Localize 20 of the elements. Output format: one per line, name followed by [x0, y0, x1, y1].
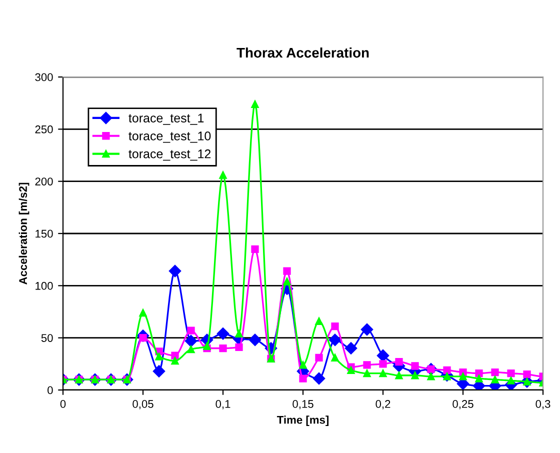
- x-tick-label: 0,15: [292, 400, 314, 410]
- x-tick-label: 0,3: [536, 400, 550, 410]
- chart-title: Thorax Acceleration: [236, 47, 369, 58]
- y-tick-label: 0: [48, 386, 53, 394]
- x-tick-label: 0: [60, 400, 66, 408]
- y-tick-label: 300: [35, 73, 53, 82]
- y-tick-label: 100: [36, 282, 53, 290]
- legend-label: torace_test_1: [128, 114, 204, 125]
- legend-label: torace_test_12: [128, 149, 211, 161]
- x-tick-label: 0,1: [216, 400, 230, 410]
- x-tick-label: 0,25: [452, 400, 474, 410]
- x-tick-label: 0,2: [376, 400, 390, 410]
- y-tick-label: 50: [41, 334, 53, 342]
- y-axis-title: Acceleration [m/s2]: [18, 182, 30, 284]
- y-tick-label: 200: [35, 178, 53, 186]
- x-tick-label: 0,05: [132, 400, 154, 410]
- x-axis-title: Time [ms]: [276, 416, 329, 426]
- y-tick-label: 150: [36, 230, 53, 238]
- y-tick-label: 250: [35, 125, 53, 134]
- legend-label: torace_test_10: [128, 132, 211, 143]
